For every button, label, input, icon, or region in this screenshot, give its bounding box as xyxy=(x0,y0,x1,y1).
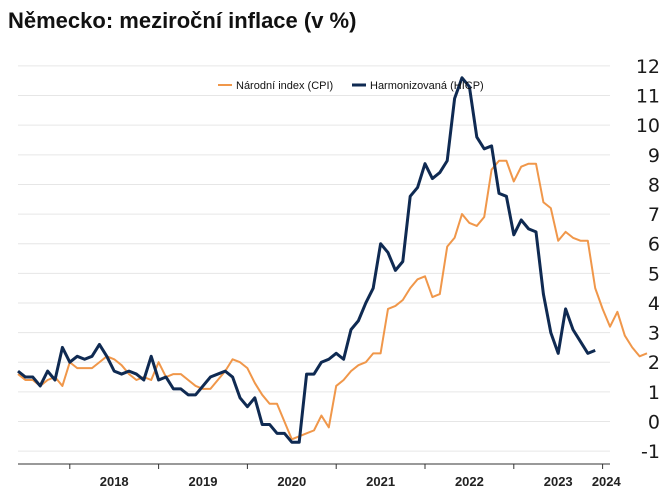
x-axis: 2018 2019 2020 2021 2022 2023 2024 xyxy=(69,464,622,489)
y-tick-label-0: 0 xyxy=(648,411,660,433)
x-tick-label-2023: 2023 xyxy=(544,474,573,489)
y-tick-label-3: 3 xyxy=(648,323,660,345)
legend-label-cpi: Národní index (CPI) xyxy=(236,80,333,92)
y-tick-label--1: -1 xyxy=(641,441,660,463)
y-tick-label-9: 9 xyxy=(648,145,660,167)
legend-label-hicp: Harmonizovaná (HICP) xyxy=(370,80,484,92)
x-tick-label-2018: 2018 xyxy=(100,474,129,489)
y-tick-label-7: 7 xyxy=(648,204,660,226)
y-tick-label-1: 1 xyxy=(648,382,660,404)
x-tick-label-2019: 2019 xyxy=(189,474,218,489)
series-line-hicp xyxy=(17,76,596,444)
y-tick-label-10: 10 xyxy=(636,115,660,137)
grid-lines xyxy=(18,65,610,452)
y-tick-label-2: 2 xyxy=(648,352,660,374)
y-tick-label-12: 12 xyxy=(636,56,660,78)
y-tick-label-4: 4 xyxy=(648,293,660,315)
x-tick-label-2020: 2020 xyxy=(277,474,306,489)
series-layer xyxy=(17,76,648,444)
y-tick-label-11: 11 xyxy=(636,86,660,108)
y-tick-label-5: 5 xyxy=(648,263,660,285)
chart-title: Německo: meziroční inflace (v %) xyxy=(8,8,357,33)
x-tick-label-2021: 2021 xyxy=(366,474,395,489)
x-tick-label-2022: 2022 xyxy=(455,474,484,489)
y-tick-label-8: 8 xyxy=(648,174,660,196)
y-tick-label-6: 6 xyxy=(648,234,660,256)
series-line-cpi xyxy=(17,159,648,441)
x-tick-label-2024: 2024 xyxy=(592,474,622,489)
legend: Národní index (CPI) Harmonizovaná (HICP) xyxy=(218,80,484,92)
